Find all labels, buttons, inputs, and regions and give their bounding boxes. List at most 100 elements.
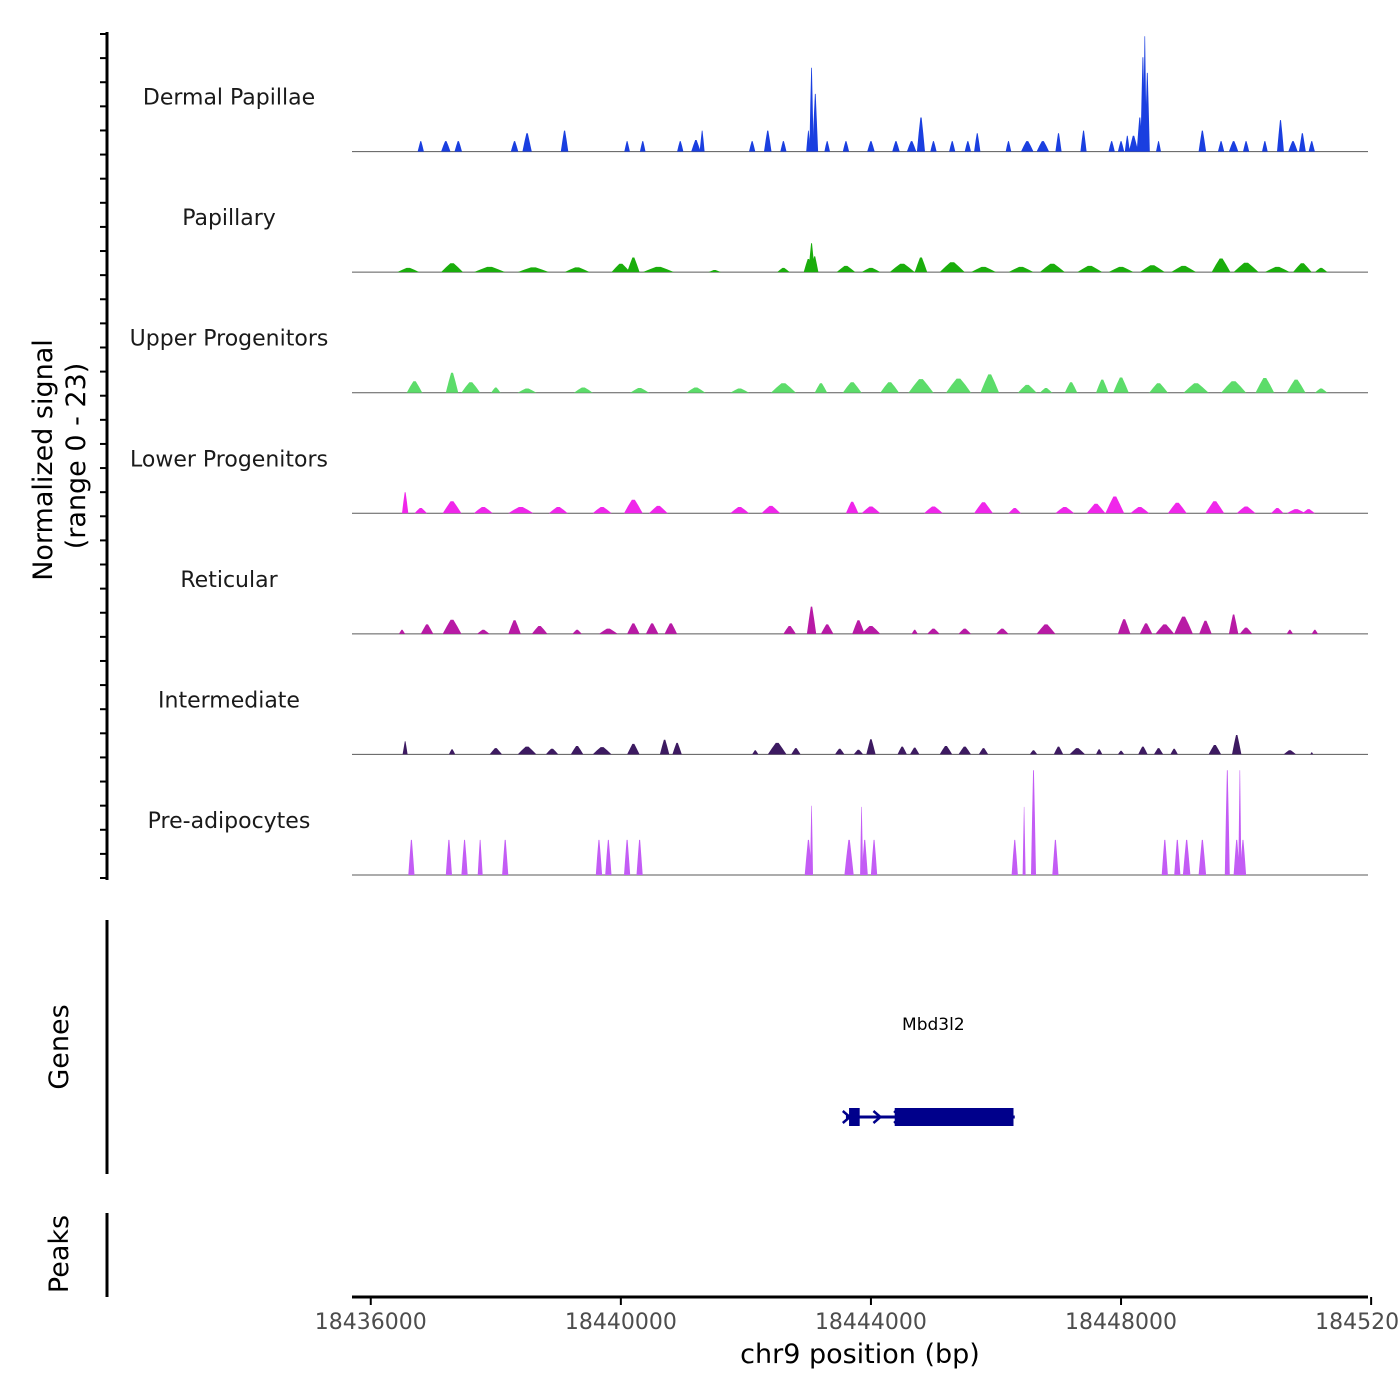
signal-peak <box>730 388 749 393</box>
signal-peak <box>1236 506 1256 514</box>
signal-peak <box>1156 141 1161 152</box>
signal-peak <box>844 839 854 875</box>
track-label: Papillary <box>182 206 276 231</box>
signal-peak <box>1153 748 1164 755</box>
signal-peak <box>477 839 483 875</box>
signal-peak <box>489 748 503 755</box>
signal-peak <box>564 267 590 273</box>
signal-peak <box>730 507 749 514</box>
signal-peak <box>491 387 501 393</box>
signal-peak <box>924 506 943 514</box>
signal-peak <box>892 141 900 152</box>
gene-exon <box>849 1108 860 1126</box>
signal-peak <box>1238 770 1242 875</box>
signal-peak <box>1262 141 1268 152</box>
signal-peak <box>1117 619 1131 634</box>
signal-peak <box>1239 839 1247 875</box>
signal-peak <box>927 628 940 634</box>
signal-peak <box>406 381 423 393</box>
signal-peak <box>1283 750 1297 755</box>
track-label: Upper Progenitors <box>130 327 329 352</box>
genes-track-title: Genes <box>44 1004 75 1089</box>
signal-peak <box>1314 267 1328 273</box>
track-lower-progenitors: Lower Progenitors <box>130 447 1368 514</box>
track-upper-progenitors: Upper Progenitors <box>130 327 1368 394</box>
signal-peak <box>1149 383 1168 393</box>
track-label: Lower Progenitors <box>130 447 328 472</box>
signal-peak <box>686 387 706 393</box>
signal-peak <box>1221 381 1247 393</box>
signal-peak <box>842 382 862 393</box>
signal-peak <box>1144 72 1150 152</box>
y-axis-title: Normalized signal (range 0 - 23) <box>28 339 92 581</box>
signal-peak <box>1080 130 1087 152</box>
track-label: Reticular <box>180 568 278 593</box>
signal-peak <box>398 629 406 634</box>
signal-peak <box>642 266 674 273</box>
signal-peak <box>836 265 856 273</box>
signal-peak <box>809 67 814 152</box>
peaks-track: Peaks <box>44 1213 109 1297</box>
signal-peak <box>1233 839 1240 875</box>
signal-peak <box>473 507 493 514</box>
signal-peak <box>1288 141 1298 152</box>
signal-peak <box>639 141 646 152</box>
x-tick-label: 18440000 <box>565 1310 677 1335</box>
signal-peak <box>949 141 956 152</box>
signal-peak <box>1017 384 1037 393</box>
signal-peak <box>906 141 917 152</box>
signal-peak <box>1096 749 1103 755</box>
signal-peak <box>531 626 548 634</box>
signal-peak <box>889 263 915 273</box>
signal-peak <box>691 140 701 152</box>
signal-peak <box>814 383 828 393</box>
signal-peak <box>770 383 796 393</box>
signal-peak <box>1055 507 1075 514</box>
signal-peak <box>445 839 452 875</box>
signal-peak <box>930 141 937 152</box>
signal-peak <box>996 628 1009 634</box>
signal-peak <box>1105 496 1125 514</box>
gene-track: Genes Mbd3l2 <box>44 920 1015 1174</box>
track-label: Dermal Papillae <box>143 86 315 111</box>
signal-peak <box>473 266 506 273</box>
signal-peak <box>461 839 468 875</box>
signal-peak <box>842 141 850 152</box>
signal-peak <box>764 130 772 152</box>
signal-peak <box>964 141 971 152</box>
signal-peak <box>1171 265 1197 273</box>
signal-peak <box>477 629 490 634</box>
signal-peak <box>442 501 462 514</box>
signal-peak <box>810 256 819 273</box>
signal-peak <box>980 374 1000 393</box>
signal-peak <box>1077 265 1103 273</box>
signal-peak <box>1228 614 1239 634</box>
signal-peak <box>1086 503 1106 514</box>
signal-peak <box>408 839 415 875</box>
signal-peak <box>560 130 569 152</box>
y-axis-title-line2: (range 0 - 23) <box>61 363 92 550</box>
signal-peak <box>1228 141 1239 152</box>
gene-exon <box>894 1108 1014 1126</box>
signal-peak <box>910 747 920 755</box>
signal-peak <box>454 141 462 152</box>
signal-peak <box>545 748 559 755</box>
signal-peak <box>1052 839 1059 875</box>
signal-peak <box>1036 141 1050 152</box>
signal-peak <box>624 141 630 152</box>
signal-peak <box>1286 379 1306 393</box>
signal-peak <box>978 748 989 755</box>
signal-peak <box>1113 377 1129 393</box>
signal-peak <box>1139 265 1165 273</box>
signal-peak <box>761 505 781 514</box>
signal-peak <box>939 746 953 755</box>
signal-peak <box>780 141 787 152</box>
signal-peak <box>861 839 868 875</box>
signal-peak <box>1298 133 1306 152</box>
signal-peak <box>1005 141 1012 152</box>
signal-peak <box>1029 750 1038 755</box>
signal-peak <box>1096 379 1109 393</box>
signal-peak <box>522 133 532 152</box>
signal-peak <box>420 624 434 634</box>
